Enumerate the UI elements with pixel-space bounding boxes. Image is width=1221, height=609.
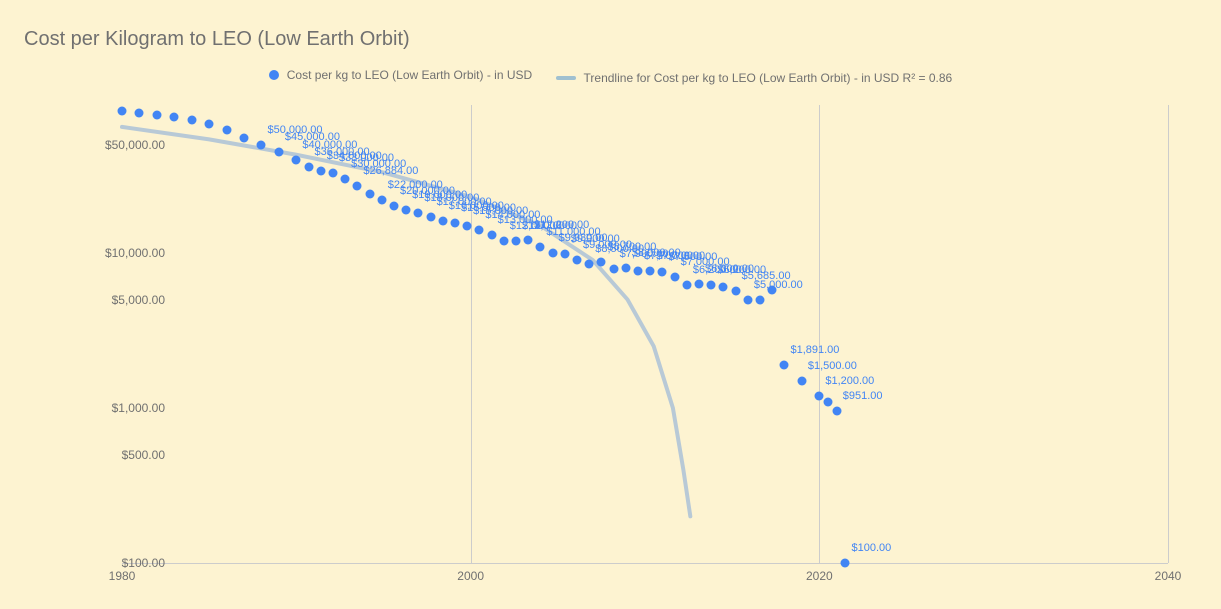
chart-title: Cost per Kilogram to LEO (Low Earth Orbi… [24,28,410,51]
data-point[interactable] [118,107,127,116]
data-point[interactable] [402,205,411,214]
data-point[interactable] [365,189,374,198]
data-point[interactable] [768,285,777,294]
legend-trendline-label: Trendline for Cost per kg to LEO (Low Ea… [584,71,953,85]
data-point[interactable] [304,162,313,171]
data-point[interactable] [621,263,630,272]
gridline-vertical [471,105,472,563]
data-point[interactable] [824,397,833,406]
data-point[interactable] [187,116,196,125]
data-point[interactable] [719,283,728,292]
gridline-vertical [1168,105,1169,563]
data-point[interactable] [609,264,618,273]
data-point[interactable] [222,126,231,135]
legend-series-label: Cost per kg to LEO (Low Earth Orbit) - i… [287,68,532,82]
data-point[interactable] [257,140,266,149]
data-point[interactable] [756,295,765,304]
data-point[interactable] [815,391,824,400]
data-point[interactable] [670,272,679,281]
data-point[interactable] [463,221,472,230]
x-axis-tick-label: 1980 [109,569,136,583]
x-axis-tick-label: 2040 [1155,569,1182,583]
data-point[interactable] [731,286,740,295]
data-point[interactable] [682,281,691,290]
data-point[interactable] [524,235,533,244]
y-axis-tick-label: $5,000.00 [112,293,165,307]
data-point[interactable] [240,134,249,143]
x-axis-tick-label: 2020 [806,569,833,583]
data-point[interactable] [426,213,435,222]
data-point[interactable] [707,281,716,290]
y-axis-tick-label: $500.00 [122,448,165,462]
data-point[interactable] [487,231,496,240]
data-point[interactable] [573,256,582,265]
data-point[interactable] [597,258,606,267]
data-point[interactable] [560,249,569,258]
data-point[interactable] [135,108,144,117]
data-point[interactable] [389,202,398,211]
y-axis-tick-label: $1,000.00 [112,401,165,415]
gridline-vertical [819,105,820,563]
legend-item-trendline: Trendline for Cost per kg to LEO (Low Ea… [556,71,953,85]
data-point[interactable] [377,195,386,204]
data-point[interactable] [205,119,214,128]
y-axis-tick-label: $50,000.00 [105,138,165,152]
data-point[interactable] [585,259,594,268]
data-point[interactable] [511,236,520,245]
data-point[interactable] [274,147,283,156]
data-point[interactable] [475,226,484,235]
data-point[interactable] [743,295,752,304]
data-point[interactable] [316,166,325,175]
data-point[interactable] [695,280,704,289]
x-axis-tick-label: 2000 [457,569,484,583]
trendline-path [122,127,690,516]
legend-marker-dot [269,70,279,80]
legend-item-series: Cost per kg to LEO (Low Earth Orbit) - i… [269,68,532,82]
data-point[interactable] [328,168,337,177]
data-point[interactable] [499,236,508,245]
data-point[interactable] [536,242,545,251]
legend: Cost per kg to LEO (Low Earth Orbit) - i… [0,68,1221,85]
data-point[interactable] [780,361,789,370]
data-point[interactable] [353,182,362,191]
plot-area: $50,000.00$45,000.00$40,000.00$36,000.00… [122,105,1168,563]
data-point[interactable] [438,217,447,226]
data-point[interactable] [832,407,841,416]
y-axis-tick-label: $10,000.00 [105,246,165,260]
y-axis-tick-label: $100.00 [122,556,165,570]
data-point[interactable] [170,113,179,122]
legend-marker-line [556,76,576,80]
x-axis-baseline [122,563,1168,564]
trendline [122,105,1168,563]
data-point[interactable] [634,266,643,275]
data-point[interactable] [548,249,557,258]
data-point[interactable] [658,268,667,277]
data-point[interactable] [646,266,655,275]
data-point[interactable] [841,559,850,568]
data-point[interactable] [152,110,161,119]
data-point[interactable] [292,155,301,164]
data-point[interactable] [341,174,350,183]
data-point[interactable] [450,219,459,228]
data-point[interactable] [797,376,806,385]
data-point[interactable] [414,209,423,218]
